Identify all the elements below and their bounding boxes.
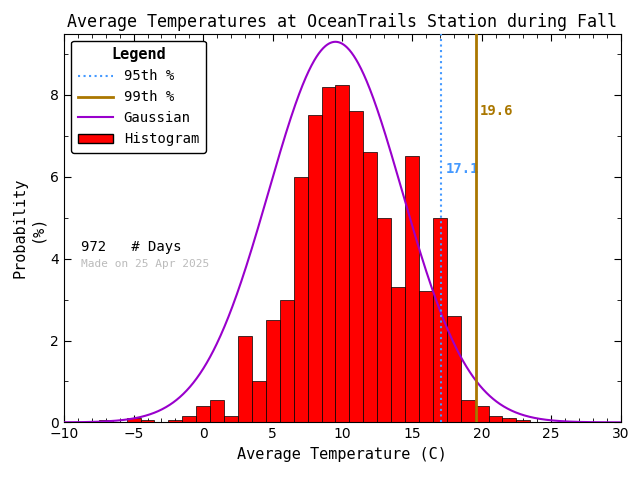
Text: 972   # Days: 972 # Days bbox=[81, 240, 181, 253]
Bar bbox=[405, 156, 419, 422]
Bar bbox=[99, 420, 113, 422]
Bar bbox=[127, 418, 141, 422]
Bar bbox=[196, 406, 210, 422]
Bar bbox=[502, 418, 516, 422]
Bar bbox=[294, 177, 308, 422]
Legend: 95th %, 99th %, Gaussian, Histogram: 95th %, 99th %, Gaussian, Histogram bbox=[71, 40, 206, 153]
Bar bbox=[238, 336, 252, 422]
Bar bbox=[433, 218, 447, 422]
Bar bbox=[210, 400, 224, 422]
Title: Average Temperatures at OceanTrails Station during Fall: Average Temperatures at OceanTrails Stat… bbox=[67, 12, 618, 31]
Bar bbox=[419, 291, 433, 422]
Bar bbox=[168, 420, 182, 422]
Bar bbox=[335, 85, 349, 422]
Bar bbox=[461, 400, 475, 422]
Bar bbox=[182, 416, 196, 422]
Text: Made on 25 Apr 2025: Made on 25 Apr 2025 bbox=[81, 259, 209, 269]
Bar bbox=[516, 420, 531, 422]
Bar bbox=[224, 416, 238, 422]
Bar bbox=[364, 152, 377, 422]
Bar bbox=[447, 316, 461, 422]
Bar bbox=[321, 87, 335, 422]
Bar bbox=[252, 382, 266, 422]
Bar bbox=[475, 406, 488, 422]
X-axis label: Average Temperature (C): Average Temperature (C) bbox=[237, 447, 447, 462]
Bar bbox=[391, 288, 405, 422]
Text: 19.6: 19.6 bbox=[480, 105, 514, 119]
Bar bbox=[266, 320, 280, 422]
Y-axis label: Probability
(%): Probability (%) bbox=[12, 178, 45, 278]
Bar bbox=[280, 300, 294, 422]
Text: 17.1: 17.1 bbox=[445, 162, 479, 176]
Bar bbox=[141, 420, 154, 422]
Bar bbox=[488, 416, 502, 422]
Bar bbox=[349, 111, 364, 422]
Bar bbox=[377, 218, 391, 422]
Bar bbox=[308, 116, 321, 422]
